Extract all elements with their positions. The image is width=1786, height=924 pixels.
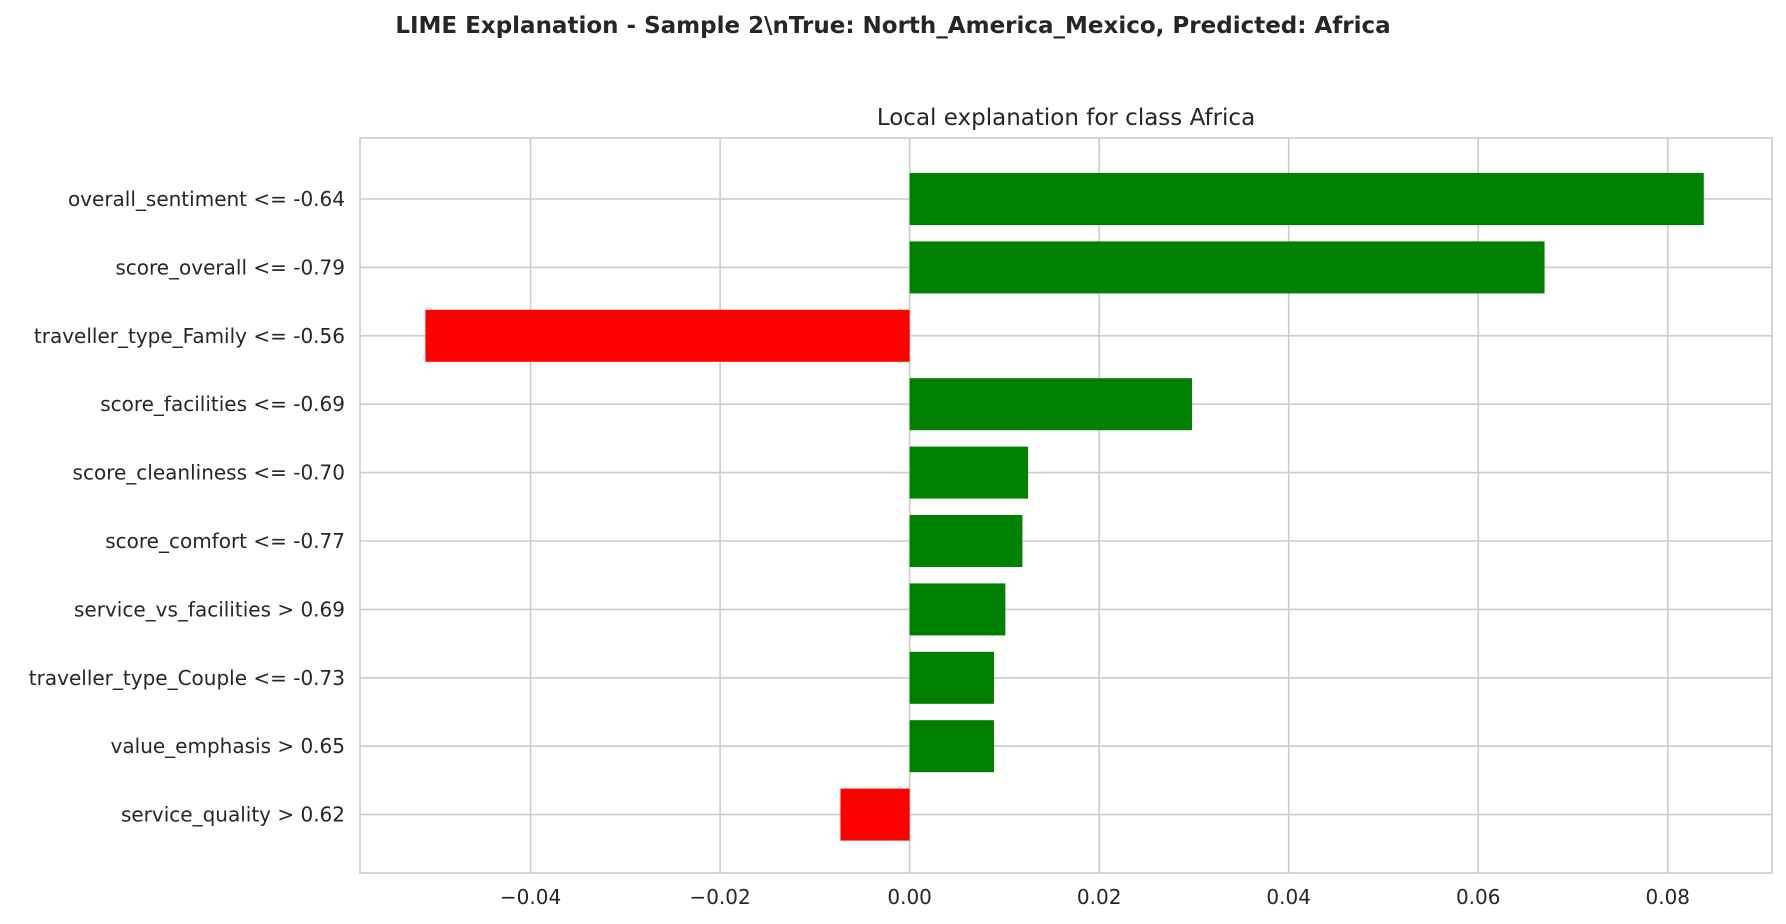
y-tick-label: value_emphasis > 0.65 [111, 734, 345, 758]
y-tick-label: score_facilities <= -0.69 [100, 392, 345, 416]
bar [909, 720, 994, 773]
y-tick-label: score_comfort <= -0.77 [105, 529, 345, 553]
y-gridlines [360, 198, 1772, 816]
y-tick-label: overall_sentiment <= -0.64 [68, 187, 345, 211]
bar [909, 378, 1193, 431]
bar [909, 241, 1545, 294]
x-tick-label: −0.04 [500, 885, 561, 909]
bar [425, 309, 910, 362]
x-tick-label: 0.06 [1456, 885, 1501, 909]
chart-title: Local explanation for class Africa [877, 105, 1255, 131]
y-tick-label: traveller_type_Couple <= -0.73 [29, 666, 345, 690]
x-tick-label: −0.02 [689, 885, 750, 909]
x-tick-labels: −0.04 −0.02 0.00 0.02 0.04 0.06 0.08 [500, 885, 1690, 909]
y-tick-labels: overall_sentiment <= -0.64 score_overall … [29, 187, 345, 827]
x-tick-label: 0.00 [887, 885, 932, 909]
bar [840, 788, 910, 841]
y-tick-label: score_cleanliness <= -0.70 [73, 461, 345, 485]
x-tick-label: 0.02 [1077, 885, 1122, 909]
x-tick-label: 0.04 [1266, 885, 1311, 909]
plot-frame [359, 137, 1773, 874]
bar [909, 651, 994, 704]
bar [909, 515, 1023, 567]
figure-suptitle: LIME Explanation - Sample 2\nTrue: North… [395, 13, 1390, 39]
bar [909, 446, 1029, 499]
bars [425, 173, 1704, 841]
y-tick-label: service_vs_facilities > 0.69 [74, 597, 345, 621]
y-tick-label: service_quality > 0.62 [121, 803, 345, 827]
x-tick-label: 0.08 [1645, 885, 1690, 909]
bar [909, 583, 1006, 636]
y-tick-label: score_overall <= -0.79 [115, 255, 345, 279]
bar [909, 173, 1704, 225]
y-tick-label: traveller_type_Family <= -0.56 [34, 324, 345, 348]
